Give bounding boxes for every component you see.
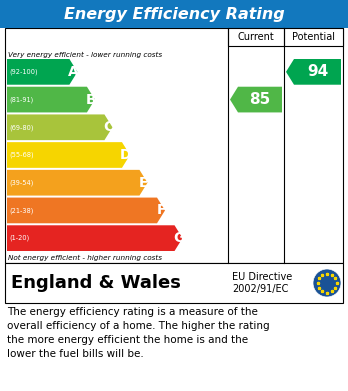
Polygon shape: [230, 87, 282, 113]
Polygon shape: [7, 197, 165, 223]
Polygon shape: [7, 225, 183, 251]
Bar: [0, 0, 348, 28]
Text: (81-91): (81-91): [9, 96, 33, 103]
Text: (21-38): (21-38): [9, 207, 33, 213]
Text: G: G: [173, 231, 184, 245]
Text: EU Directive: EU Directive: [232, 272, 292, 282]
Text: 85: 85: [250, 92, 271, 107]
Polygon shape: [7, 115, 112, 140]
Text: 2002/91/EC: 2002/91/EC: [232, 284, 288, 294]
Text: Potential: Potential: [292, 32, 335, 42]
Text: Energy Efficiency Rating: Energy Efficiency Rating: [64, 7, 284, 22]
Text: The energy efficiency rating is a measure of the
overall efficiency of a home. T: The energy efficiency rating is a measur…: [7, 307, 270, 359]
Bar: [5, 28, 343, 263]
Text: D: D: [120, 148, 132, 162]
Text: E: E: [139, 176, 148, 190]
Text: (92-100): (92-100): [9, 68, 38, 75]
Polygon shape: [7, 142, 130, 168]
Text: C: C: [103, 120, 113, 134]
Text: (69-80): (69-80): [9, 124, 33, 131]
Text: (1-20): (1-20): [9, 235, 29, 241]
Text: (55-68): (55-68): [9, 152, 34, 158]
Text: F: F: [156, 203, 166, 217]
Bar: [228, 28, 343, 46]
Text: England & Wales: England & Wales: [11, 274, 181, 292]
Circle shape: [313, 269, 341, 297]
Text: Current: Current: [238, 32, 274, 42]
Polygon shape: [7, 87, 95, 113]
Polygon shape: [7, 170, 148, 196]
Text: 94: 94: [307, 65, 328, 79]
Polygon shape: [286, 59, 341, 85]
Text: Very energy efficient - lower running costs: Very energy efficient - lower running co…: [8, 52, 162, 58]
Text: Not energy efficient - higher running costs: Not energy efficient - higher running co…: [8, 255, 162, 260]
Text: A: A: [68, 65, 79, 79]
Text: (39-54): (39-54): [9, 179, 33, 186]
Polygon shape: [7, 59, 77, 85]
Bar: [5, 263, 343, 303]
Text: B: B: [86, 93, 96, 107]
